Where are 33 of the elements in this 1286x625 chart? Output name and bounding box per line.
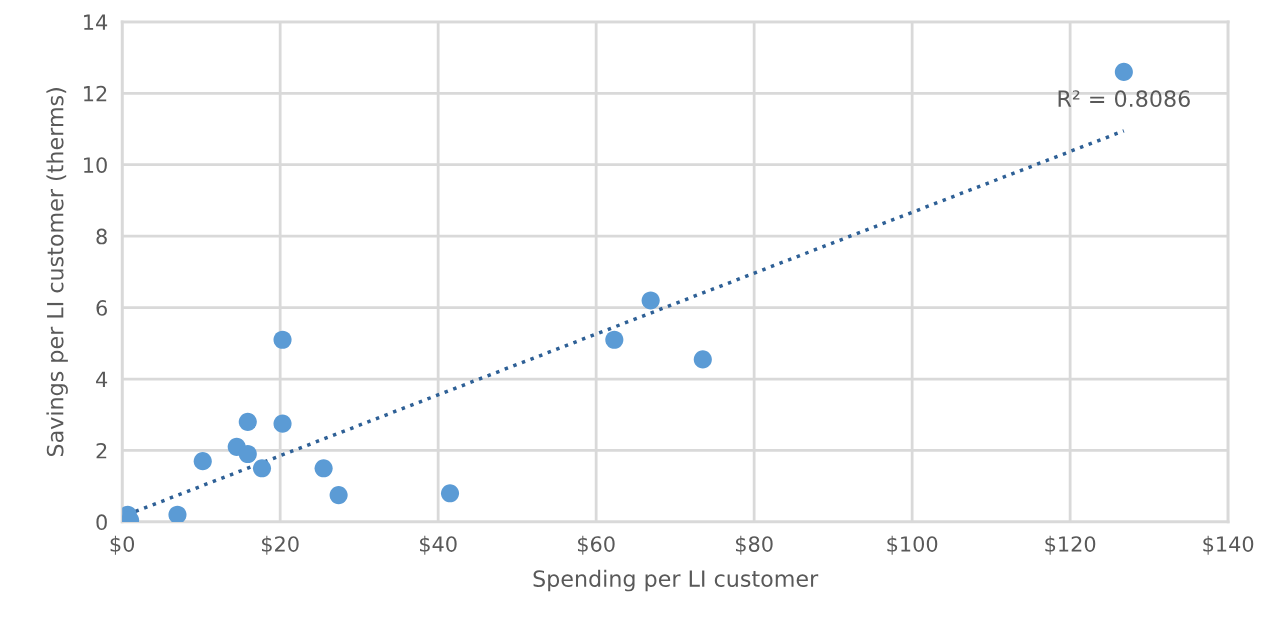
y-axis-title: Savings per LI customer (therms) bbox=[46, 88, 68, 457]
x-tick-label: $40 bbox=[420, 535, 457, 555]
point bbox=[1114, 62, 1133, 81]
point bbox=[273, 414, 292, 433]
annotation: R² = 0.8086 bbox=[1058, 90, 1190, 108]
y-tick-label: 14 bbox=[84, 14, 108, 30]
x-axis-title: Spending per LI customer bbox=[533, 569, 819, 592]
point bbox=[693, 350, 712, 369]
point bbox=[168, 505, 187, 522]
point bbox=[641, 291, 660, 310]
y-tick-label: 8 bbox=[96, 228, 107, 245]
x-tick-label: $80 bbox=[735, 535, 773, 555]
point bbox=[329, 486, 348, 505]
x-tick-label: $100 bbox=[887, 535, 938, 555]
y-tick-label: 2 bbox=[96, 442, 107, 459]
y-tick-label: 12 bbox=[84, 85, 107, 102]
y-tick-label: 4 bbox=[96, 371, 108, 387]
x-tick-label: $20 bbox=[262, 535, 299, 555]
x-tick-label: $0 bbox=[110, 535, 135, 555]
y-tick-label: 0 bbox=[96, 514, 107, 531]
point bbox=[273, 330, 292, 349]
point bbox=[238, 412, 257, 431]
y-tick-label: 10 bbox=[84, 157, 107, 173]
x-tick-label: $140 bbox=[1203, 535, 1254, 555]
x-tick-label: $120 bbox=[1045, 535, 1096, 555]
point bbox=[193, 452, 212, 471]
point bbox=[252, 459, 272, 478]
point bbox=[440, 484, 460, 503]
y-tick-label: 6 bbox=[96, 300, 107, 316]
point bbox=[238, 444, 257, 464]
x-tick-label: $60 bbox=[578, 535, 615, 555]
point bbox=[314, 459, 333, 478]
point bbox=[605, 330, 624, 349]
